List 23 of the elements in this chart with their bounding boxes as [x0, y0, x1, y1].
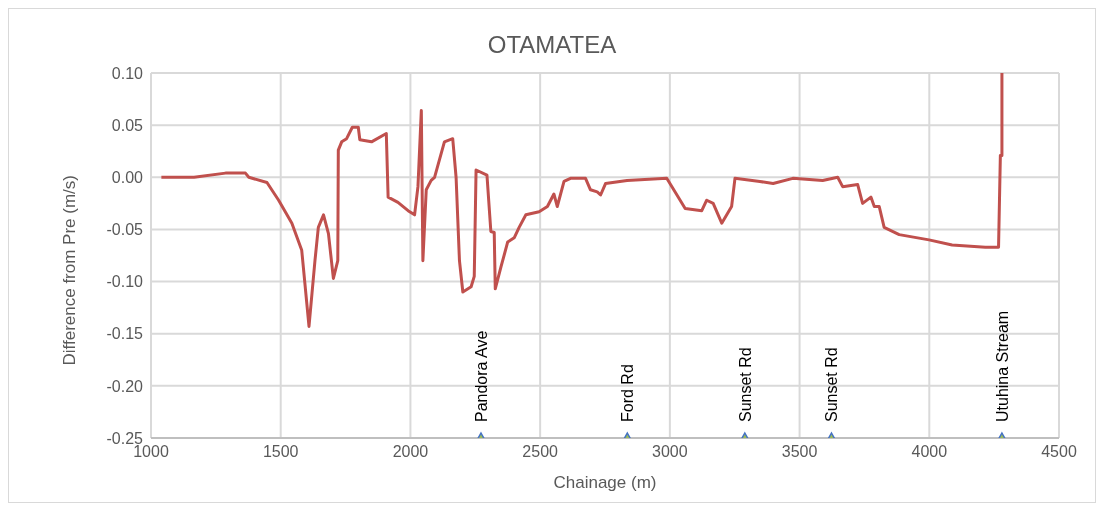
x-tick-label: 1500: [262, 443, 299, 461]
x-tick-label: 1000: [133, 443, 169, 461]
annotation: Utuhina Stream: [993, 310, 1011, 422]
x-tick-label: 4000: [911, 443, 948, 461]
y-tick-label: 0.00: [111, 168, 144, 186]
x-tick-label: 3500: [781, 443, 818, 461]
chart-title: OTAMATEA: [486, 31, 618, 59]
y-tick-label: 0.10: [111, 64, 144, 82]
y-tick-label: -0.20: [106, 377, 144, 395]
y-tick-label: -0.05: [106, 221, 144, 239]
x-tick-label: 2500: [522, 443, 559, 461]
x-tick-label: 4500: [1041, 443, 1077, 461]
x-tick-label: 3000: [652, 443, 688, 461]
y-axis-title: Difference from Pre (m/s): [60, 174, 80, 366]
y-tick-label: 0.05: [111, 116, 144, 134]
y-tick-label: -0.10: [106, 273, 144, 291]
x-axis-title: Chainage (m): [553, 473, 657, 492]
annotation: Pandora Ave: [472, 330, 490, 422]
annotation: Sunset Rd: [736, 347, 754, 422]
annotation: Ford Rd: [619, 364, 637, 422]
y-tick-label: -0.15: [106, 325, 144, 343]
annotation: Sunset Rd: [823, 347, 841, 422]
x-tick-label: 2000: [392, 443, 429, 461]
